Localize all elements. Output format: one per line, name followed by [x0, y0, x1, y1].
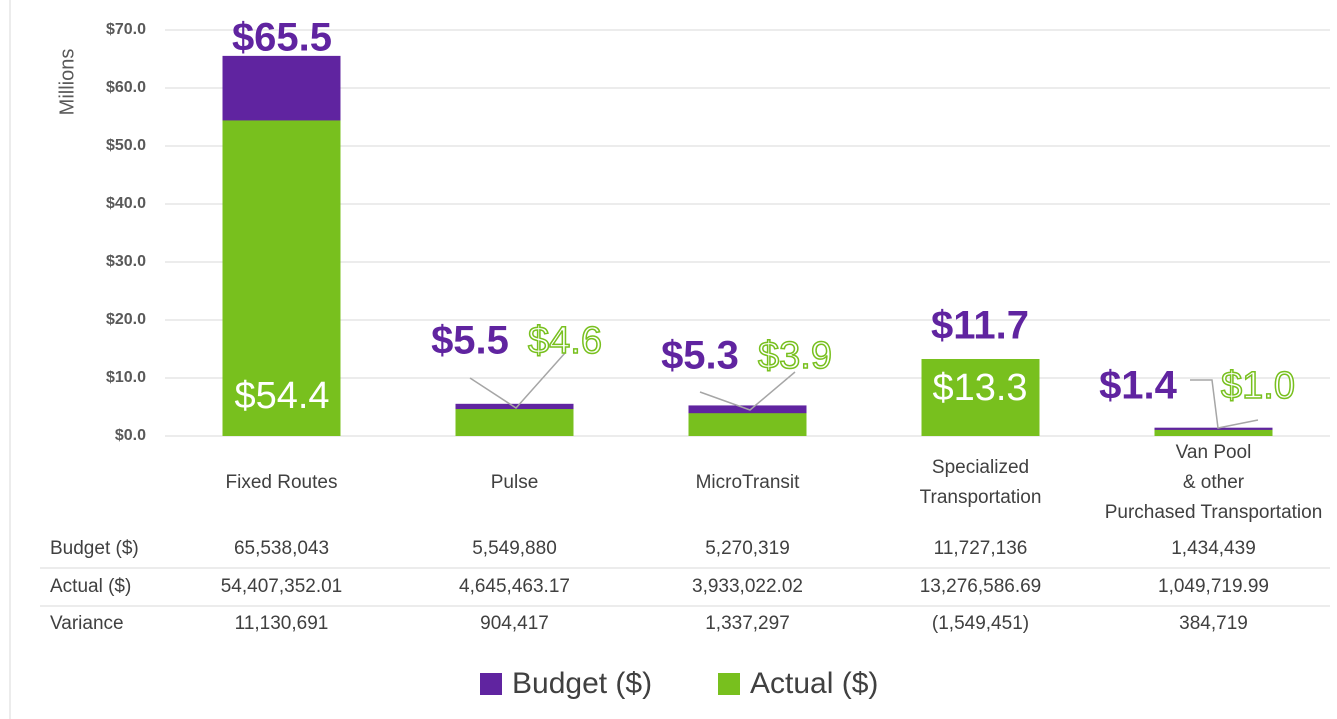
leader-line — [469, 352, 566, 409]
x-tick-label: Van Pool & other Purchased Transportation — [1105, 442, 1323, 523]
table-cell: 1,049,719.99 — [1158, 576, 1269, 597]
legend-swatch — [480, 673, 502, 695]
x-tick-label: Fixed Routes — [226, 472, 338, 493]
x-tick-label: Specialized Transportation — [920, 457, 1042, 508]
y-tick-label: $10.0 — [106, 369, 146, 386]
data-label: $1.0 — [1221, 365, 1295, 407]
y-tick-label: $30.0 — [106, 253, 146, 270]
table-cell: 11,727,136 — [934, 538, 1028, 559]
data-label: $5.3 — [661, 334, 739, 378]
table-row-label: Actual ($) — [50, 576, 131, 597]
data-label: $4.6 — [528, 320, 602, 362]
y-axis-label: Millions — [56, 49, 78, 116]
table-cell: 65,538,043 — [234, 538, 329, 559]
data-label: $1.4 — [1099, 364, 1178, 408]
legend-label: Actual ($) — [750, 667, 878, 700]
x-tick-label-line: Transportation — [920, 487, 1042, 508]
table-cell: 1,337,297 — [705, 613, 790, 634]
table-cell: 3,933,022.02 — [692, 576, 803, 597]
table-cell: 11,130,691 — [235, 613, 329, 634]
x-tick-label-line: & other — [1183, 472, 1245, 493]
table-cell: 1,434,439 — [1171, 538, 1256, 559]
legend-swatch — [718, 673, 740, 695]
y-tick-label: $60.0 — [106, 79, 146, 96]
x-tick-label-line: Van Pool — [1176, 442, 1252, 463]
data-label: $13.3 — [932, 367, 1027, 409]
table-row-label: Budget ($) — [50, 538, 139, 559]
x-tick-label: Pulse — [491, 472, 539, 493]
table-cell: 904,417 — [480, 613, 549, 634]
table-cell: 4,645,463.17 — [459, 576, 570, 597]
bar — [222, 120, 341, 437]
bar — [455, 409, 574, 436]
table-row-label: Variance — [50, 613, 124, 634]
legend-label: Budget ($) — [512, 667, 652, 700]
table-cell: 384,719 — [1179, 613, 1248, 634]
table-cell: (1,549,451) — [932, 613, 1029, 634]
data-label: $3.9 — [758, 335, 832, 377]
data-label: $11.7 — [931, 304, 1029, 348]
leader-line — [699, 371, 796, 411]
data-label: $5.5 — [431, 319, 509, 363]
x-tick-label-line: Purchased Transportation — [1105, 502, 1323, 523]
y-tick-label: $40.0 — [106, 195, 146, 212]
leader-line — [1190, 379, 1259, 429]
x-tick-label-line: MicroTransit — [696, 472, 801, 493]
y-tick-label: $50.0 — [106, 137, 146, 154]
bar — [921, 358, 1040, 436]
y-tick-label: $20.0 — [106, 311, 146, 328]
x-tick-label: MicroTransit — [696, 472, 801, 493]
x-tick-label-line: Specialized — [932, 457, 1029, 478]
table-cell: 5,549,880 — [472, 538, 557, 559]
data-label: $54.4 — [234, 375, 329, 417]
table-cell: 5,270,319 — [705, 538, 790, 559]
y-tick-label: $70.0 — [106, 21, 146, 38]
data-label: $65.5 — [232, 16, 332, 60]
bar — [688, 413, 807, 436]
x-tick-label-line: Fixed Routes — [226, 472, 338, 493]
table-cell: 54,407,352.01 — [221, 576, 343, 597]
x-tick-label-line: Pulse — [491, 472, 539, 493]
bar — [1154, 429, 1273, 436]
table-cell: 13,276,586.69 — [920, 576, 1042, 597]
y-tick-label: $0.0 — [115, 427, 146, 444]
